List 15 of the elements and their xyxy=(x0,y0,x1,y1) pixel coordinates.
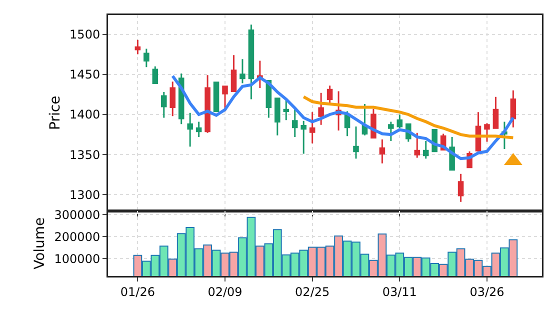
y-tick-label: 1350 xyxy=(70,148,100,162)
x-tick-label: 03/11 xyxy=(382,284,417,299)
x-tick-label: 03/26 xyxy=(470,284,504,299)
y-tick-label: 1500 xyxy=(70,27,100,42)
y-tick-label: 1300 xyxy=(70,188,100,202)
x-tick-label: 02/25 xyxy=(295,284,330,299)
y-tick-label: 200000 xyxy=(54,230,100,244)
y-tick-label: 100000 xyxy=(54,252,100,266)
x-tick-label: 02/09 xyxy=(208,284,242,299)
y-axis-title: Volume xyxy=(32,217,48,270)
y-tick-label: 1450 xyxy=(70,68,100,82)
y-axis-title: Price xyxy=(47,96,64,130)
x-tick-label: 01/26 xyxy=(120,284,155,299)
y-tick-label: 1400 xyxy=(70,108,100,122)
y-tick-label: 300000 xyxy=(54,208,100,222)
